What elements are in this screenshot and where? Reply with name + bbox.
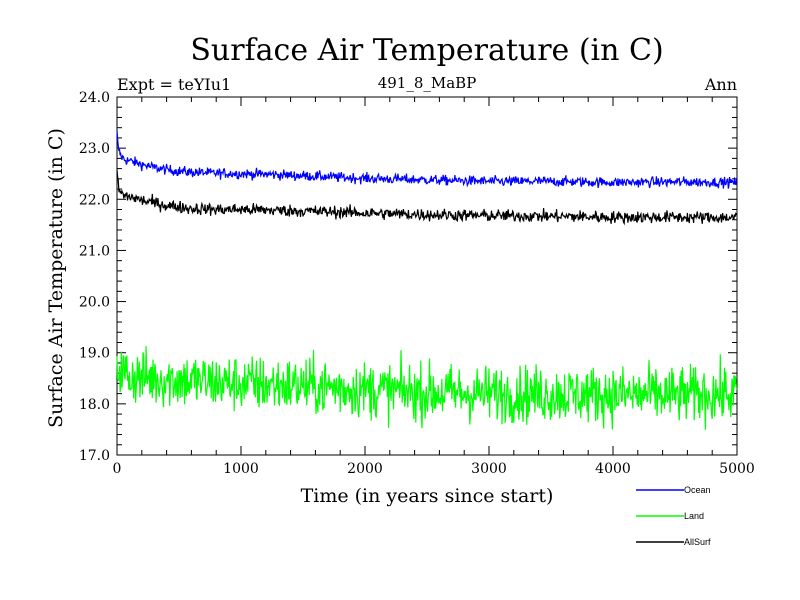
series-line-allsurf — [116, 169, 738, 226]
x-tick-label: 0 — [113, 461, 122, 477]
y-tick-label: 24.0 — [79, 90, 110, 106]
y-tick-label: 21.0 — [79, 243, 110, 259]
y-tick-label: 18.0 — [79, 397, 110, 413]
expt-label: Expt = teYIu1 — [117, 75, 231, 94]
series-line-land — [116, 346, 738, 430]
y-tick-label: 17.0 — [79, 448, 110, 464]
x-axis-label: Time (in years since start) — [301, 485, 554, 507]
x-tick-label: 2000 — [347, 461, 383, 477]
series-line-ocean — [116, 130, 738, 189]
x-tick-label: 1000 — [223, 461, 259, 477]
chart-subtitle: 491_8_MaBP — [378, 74, 477, 92]
x-tick-label: 3000 — [471, 461, 507, 477]
y-tick-label: 22.0 — [79, 192, 110, 208]
x-tick-label: 4000 — [595, 461, 631, 477]
period-label: Ann — [704, 75, 737, 94]
chart-title: Surface Air Temperature (in C) — [190, 33, 663, 68]
legend-label-land: Land — [684, 511, 704, 521]
legend-label-ocean: Ocean — [684, 485, 711, 495]
y-axis-label: Surface Air Temperature (in C) — [45, 128, 67, 428]
plot-frame — [116, 96, 738, 456]
y-tick-label: 20.0 — [79, 295, 110, 311]
legend-label-allsurf: AllSurf — [684, 537, 711, 547]
legend: Ocean Land AllSurf — [636, 485, 711, 547]
y-tick-label: 19.0 — [79, 346, 110, 362]
y-tick-label: 23.0 — [79, 141, 110, 157]
x-tick-label: 5000 — [719, 461, 755, 477]
plot-area: 0 1000 2000 3000 4000 5000 17.0 18.0 19.0 20.0 21.… — [79, 90, 755, 477]
